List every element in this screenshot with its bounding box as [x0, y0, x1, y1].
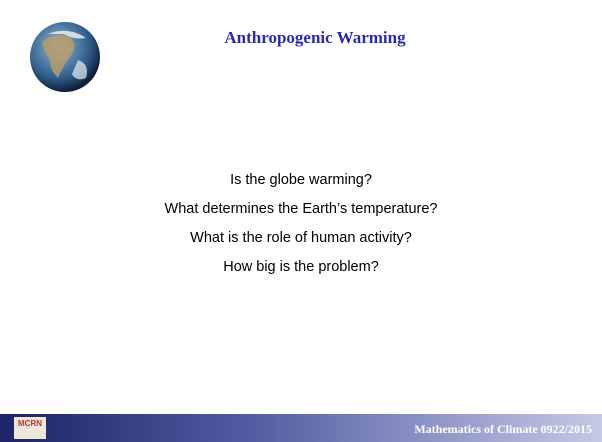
line: Is the globe warming?	[230, 172, 372, 188]
footer-text: Mathematics of Climate 0922/2015	[414, 422, 592, 436]
logo: MCRN	[14, 417, 46, 439]
globe	[30, 22, 100, 92]
body: Is the globe warming? What determines th…	[0, 172, 602, 288]
line: What is the role of human activity?	[190, 230, 412, 246]
line: What determines the Earth’s temperature?	[164, 201, 438, 217]
title: Anthropogenic Warming	[224, 28, 406, 47]
footer: MCRN Mathematics of Climate 0922/2015	[0, 414, 602, 442]
line: How big is the problem?	[223, 259, 379, 275]
